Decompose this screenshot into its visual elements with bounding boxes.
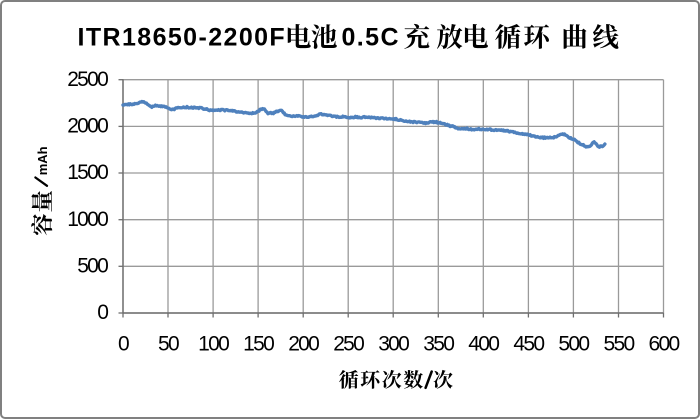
svg-text:150: 150 [243, 333, 274, 356]
svg-text:500: 500 [77, 254, 108, 277]
svg-text:250: 250 [333, 333, 364, 356]
svg-text:2500: 2500 [67, 68, 108, 91]
svg-text:200: 200 [288, 333, 319, 356]
svg-text:100: 100 [198, 333, 229, 356]
svg-text:1000: 1000 [67, 208, 108, 231]
svg-text:mAh: mAh [35, 146, 50, 175]
svg-text:600: 600 [649, 333, 680, 356]
svg-text:500: 500 [558, 333, 589, 356]
svg-text:400: 400 [468, 333, 499, 356]
svg-text:450: 450 [513, 333, 544, 356]
svg-text:0: 0 [118, 333, 129, 356]
svg-text:550: 550 [604, 333, 635, 356]
svg-text:1500: 1500 [67, 161, 108, 184]
svg-text:0: 0 [97, 301, 108, 324]
svg-text:0.5C: 0.5C [342, 24, 400, 52]
svg-text:50: 50 [158, 333, 179, 356]
svg-text:300: 300 [378, 333, 409, 356]
svg-text:ITR18650-2200F: ITR18650-2200F [78, 24, 287, 52]
svg-text:2000: 2000 [67, 115, 108, 138]
svg-text:350: 350 [423, 333, 454, 356]
